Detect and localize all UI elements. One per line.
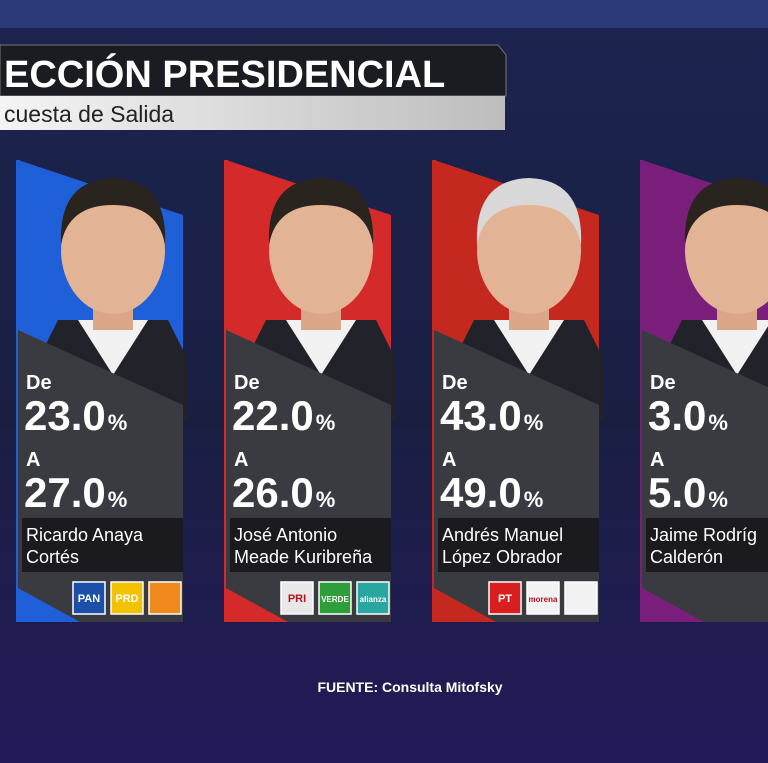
candidate-name: Meade Kuribreña <box>234 547 373 567</box>
name-box <box>230 518 391 572</box>
hair <box>684 178 768 245</box>
to-range: 27.0% <box>24 469 127 516</box>
party-logo <box>280 581 314 615</box>
to-label: A <box>26 449 40 471</box>
candidate-name: Calderón <box>650 547 723 567</box>
party-logo-label: PRD <box>115 593 138 605</box>
hair <box>60 178 166 245</box>
party-logo <box>356 581 390 615</box>
to-unit: % <box>524 487 544 512</box>
corner-accent <box>226 588 288 622</box>
name-box <box>438 518 599 572</box>
party-logo <box>110 581 144 615</box>
party-logo-label: VERDE <box>321 595 349 604</box>
subtitle-bar <box>0 96 505 130</box>
to-value: 26.0 <box>232 469 314 516</box>
hair <box>268 178 374 245</box>
party-logo <box>72 581 106 615</box>
face <box>269 186 373 314</box>
from-unit: % <box>524 410 544 435</box>
party-logo-label: PRI <box>288 593 306 605</box>
to-unit: % <box>708 487 728 512</box>
to-value: 27.0 <box>24 469 106 516</box>
from-value: 3.0 <box>648 392 706 439</box>
candidate-name: Ricardo Anaya <box>26 525 144 545</box>
party-logo-label: PAN <box>78 593 100 605</box>
candidate-name: José Antonio <box>234 525 337 545</box>
title-bar <box>0 44 507 97</box>
hair <box>476 178 582 245</box>
from-label: De <box>26 372 52 394</box>
to-range: 5.0% <box>648 469 728 516</box>
party-logo <box>564 581 598 615</box>
from-unit: % <box>708 410 728 435</box>
source: FUENTE: Consulta Mitofsky <box>317 679 502 695</box>
to-unit: % <box>316 487 336 512</box>
to-value: 5.0 <box>648 469 706 516</box>
to-label: A <box>234 449 248 471</box>
name-box <box>22 518 183 572</box>
shirt <box>78 320 148 375</box>
shirt <box>702 320 768 375</box>
face <box>61 186 165 314</box>
title: ECCIÓN PRESIDENCIAL <box>4 52 445 96</box>
from-range: 22.0% <box>232 392 335 439</box>
from-label: De <box>442 372 468 394</box>
party-logo-label: morena <box>529 595 558 604</box>
candidate-name: Jaime Rodríg <box>650 525 757 545</box>
corner-accent <box>642 588 704 622</box>
shirt <box>286 320 356 375</box>
corner-accent <box>434 588 496 622</box>
from-unit: % <box>316 410 336 435</box>
to-range: 49.0% <box>440 469 543 516</box>
to-range: 26.0% <box>232 469 335 516</box>
from-label: De <box>650 372 676 394</box>
face <box>477 186 581 314</box>
to-label: A <box>650 449 664 471</box>
from-range: 43.0% <box>440 392 543 439</box>
top-band <box>0 0 768 28</box>
party-logo-label: alianza <box>360 595 387 604</box>
party-logo-label: PT <box>498 593 512 605</box>
shirt <box>494 320 564 375</box>
to-value: 49.0 <box>440 469 522 516</box>
candidate-name: Cortés <box>26 547 79 567</box>
party-logo <box>526 581 560 615</box>
from-value: 43.0 <box>440 392 522 439</box>
name-box <box>646 518 768 572</box>
face <box>685 186 768 314</box>
from-value: 23.0 <box>24 392 106 439</box>
from-range: 3.0% <box>648 392 728 439</box>
to-label: A <box>442 449 456 471</box>
party-logo <box>148 581 182 615</box>
from-range: 23.0% <box>24 392 127 439</box>
from-label: De <box>234 372 260 394</box>
to-unit: % <box>108 487 128 512</box>
party-logo <box>318 581 352 615</box>
candidate-name: Andrés Manuel <box>442 525 563 545</box>
from-value: 22.0 <box>232 392 314 439</box>
corner-accent <box>18 588 80 622</box>
candidate-name: López Obrador <box>442 547 562 567</box>
from-unit: % <box>108 410 128 435</box>
party-logo <box>488 581 522 615</box>
subtitle: cuesta de Salida <box>4 101 174 127</box>
